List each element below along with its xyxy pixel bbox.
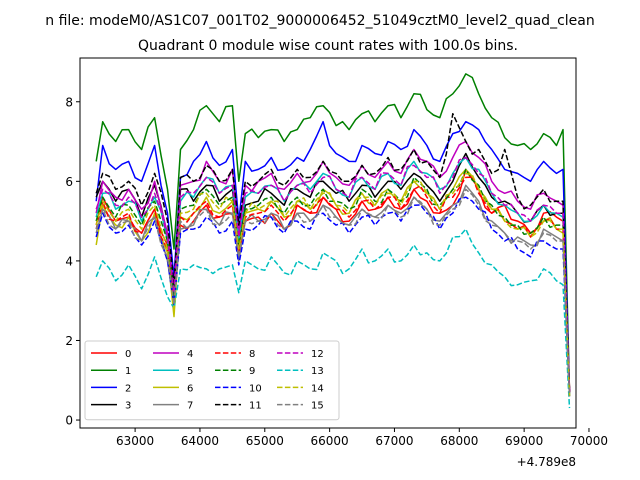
x-tick-label: 64000 [181, 434, 219, 448]
y-tick-label: 0 [65, 414, 73, 428]
legend-label-8: 8 [249, 349, 255, 360]
legend-label-0: 0 [125, 349, 131, 360]
y-tick-label: 8 [65, 95, 73, 109]
axes-frame [79, 57, 577, 429]
plot-area [95, 73, 571, 409]
y-tick-label: 6 [65, 175, 73, 189]
x-tick-label: 65000 [246, 434, 284, 448]
legend-label-10: 10 [249, 383, 262, 394]
legend-label-6: 6 [187, 383, 193, 394]
legend-label-11: 11 [249, 401, 262, 412]
y-axis: 0 2 4 6 8 [65, 95, 80, 428]
chart-title: Quadrant 0 module wise count rates with … [138, 38, 518, 54]
y-tick-label: 4 [65, 254, 73, 268]
x-tick-label: 69000 [505, 434, 543, 448]
x-tick-label: 67000 [375, 434, 413, 448]
x-axis-offset-label: +4.789e8 [517, 455, 576, 469]
x-tick-label: 63000 [116, 434, 154, 448]
legend-label-3: 3 [125, 401, 131, 412]
legend-label-1: 1 [125, 366, 131, 377]
x-tick-label: 66000 [311, 434, 349, 448]
x-tick-label: 70000 [570, 434, 608, 448]
legend-label-7: 7 [187, 401, 193, 412]
legend-label-2: 2 [125, 383, 131, 394]
x-axis: 63000 64000 65000 66000 67000 68000 69000 70000 [116, 428, 608, 448]
series-line-11 [95, 112, 571, 393]
legend-label-13: 13 [311, 366, 324, 377]
legend-label-4: 4 [187, 349, 193, 360]
legend-label-14: 14 [311, 383, 324, 394]
series-line-12 [95, 156, 571, 393]
series-line-15 [95, 188, 571, 397]
legend-label-12: 12 [311, 349, 324, 360]
y-tick-label: 2 [65, 334, 73, 348]
legend-box [84, 340, 340, 421]
legend-label-5: 5 [187, 366, 193, 377]
figure-suptitle: n file: modeM0/AS1C07_001T02_9000006452_… [45, 13, 594, 29]
x-tick-label: 68000 [440, 434, 478, 448]
series-line-14 [95, 172, 571, 397]
legend-label-9: 9 [249, 366, 255, 377]
series-line-1 [95, 73, 571, 393]
legend-label-15: 15 [311, 401, 324, 412]
